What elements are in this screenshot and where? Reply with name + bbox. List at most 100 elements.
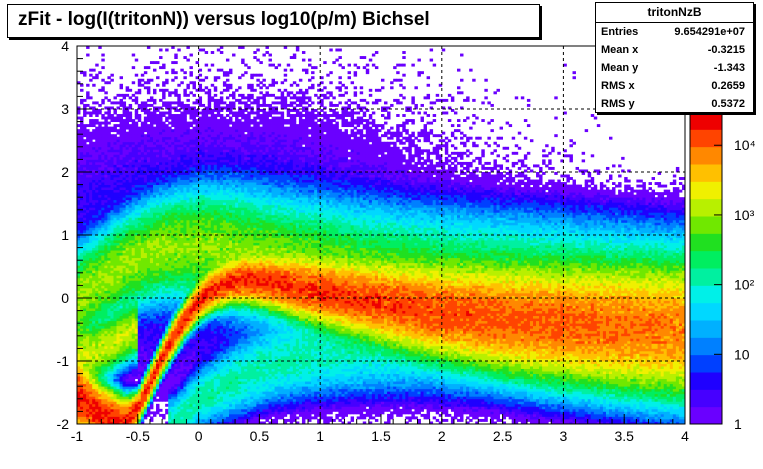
- heatmap-cell: [137, 403, 142, 407]
- heatmap-cell: [113, 217, 117, 221]
- heatmap-cell: [98, 320, 102, 324]
- heatmap-cell: [192, 184, 196, 188]
- heatmap-cell: [177, 247, 181, 251]
- heatmap-cell: [159, 129, 163, 133]
- heatmap-cell: [104, 383, 108, 387]
- heatmap-cell: [131, 146, 136, 150]
- heatmap-cell: [180, 285, 184, 289]
- heatmap-cell: [128, 119, 133, 122]
- heatmap-cell: [116, 207, 120, 211]
- heatmap-cell: [143, 237, 148, 241]
- heatmap-cell: [125, 303, 130, 306]
- heatmap-cell: [83, 350, 87, 354]
- heatmap-cell: [183, 202, 187, 206]
- heatmap-cell: [128, 267, 133, 271]
- heatmap-cell: [146, 88, 151, 92]
- heatmap-cell: [83, 154, 87, 158]
- heatmap-cell: [189, 421, 193, 425]
- heatmap-cell: [174, 217, 178, 221]
- heatmap-cell: [110, 252, 114, 256]
- heatmap-cell: [171, 257, 175, 261]
- heatmap-cell: [80, 295, 84, 299]
- heatmap-cell: [104, 240, 108, 243]
- heatmap-cell: [86, 398, 90, 402]
- heatmap-cell: [83, 318, 87, 322]
- heatmap-cell: [134, 121, 139, 125]
- heatmap-cell: [165, 81, 169, 85]
- heatmap-cell: [125, 353, 130, 357]
- heatmap-cell: [128, 252, 133, 256]
- heatmap-cell: [165, 421, 169, 425]
- heatmap-cell: [186, 313, 190, 317]
- heatmap-cell: [156, 161, 160, 165]
- heatmap-cell: [119, 224, 123, 228]
- heatmap-cell: [153, 68, 157, 72]
- heatmap-cell: [143, 381, 148, 385]
- heatmap-cell: [177, 298, 181, 301]
- heatmap-cell: [128, 209, 133, 213]
- heatmap-cell: [125, 308, 130, 311]
- heatmap-cell: [125, 161, 130, 165]
- heatmap-cell: [195, 403, 199, 407]
- heatmap-cell: [189, 320, 193, 324]
- heatmap-cell: [143, 338, 148, 342]
- heatmap-cell: [86, 189, 90, 193]
- heatmap-cell: [80, 328, 84, 332]
- heatmap-cell: [149, 121, 154, 125]
- heatmap-cell: [195, 345, 199, 349]
- heatmap-cell: [125, 265, 130, 269]
- heatmap-cell: [98, 262, 102, 266]
- heatmap-cell: [116, 401, 120, 405]
- heatmap-cell: [183, 179, 187, 183]
- heatmap-cell: [162, 172, 166, 175]
- heatmap-cell: [89, 154, 93, 158]
- heatmap-cell: [80, 313, 84, 317]
- heatmap-cell: [168, 129, 172, 133]
- heatmap-cell: [195, 335, 199, 339]
- heatmap-cell: [113, 245, 117, 248]
- heatmap-cell: [146, 232, 151, 236]
- heatmap-cell: [77, 416, 81, 420]
- heatmap-cell: [146, 174, 151, 178]
- heatmap-cell: [116, 229, 120, 233]
- heatmap-cell: [98, 338, 102, 342]
- heatmap-cell: [183, 169, 187, 173]
- heatmap-cell: [98, 159, 102, 163]
- heatmap-cell: [98, 146, 102, 150]
- heatmap-cell: [195, 413, 199, 417]
- heatmap-cell: [119, 381, 123, 385]
- heatmap-cell: [186, 235, 190, 238]
- heatmap-cell: [110, 378, 114, 382]
- heatmap-cell: [125, 363, 130, 367]
- heatmap-cell: [137, 371, 142, 374]
- heatmap-cell: [113, 154, 117, 158]
- heatmap-cell: [113, 313, 117, 317]
- heatmap-cell: [101, 403, 105, 407]
- heatmap-cell: [162, 204, 166, 208]
- heatmap-cell: [80, 156, 84, 160]
- heatmap-cell: [137, 247, 142, 251]
- heatmap-cell: [116, 280, 120, 284]
- heatmap-cell: [86, 197, 90, 201]
- heatmap-cell: [189, 315, 193, 319]
- heatmap-cell: [77, 313, 81, 317]
- heatmap-cell: [80, 222, 84, 226]
- heatmap-cell: [101, 305, 105, 309]
- heatmap-cell: [110, 177, 114, 180]
- heatmap-cell: [116, 350, 120, 354]
- heatmap-cell: [156, 270, 160, 274]
- heatmap-cell: [171, 131, 175, 135]
- heatmap-cell: [140, 353, 145, 357]
- heatmap-cell: [156, 235, 160, 238]
- heatmap-cell: [137, 119, 142, 122]
- heatmap-cell: [140, 219, 145, 223]
- heatmap-cell: [137, 418, 142, 422]
- heatmap-cell: [171, 340, 175, 344]
- heatmap-cell: [137, 361, 142, 364]
- heatmap-cell: [171, 275, 175, 279]
- heatmap-cell: [149, 166, 154, 170]
- heatmap-cell: [153, 214, 157, 218]
- heatmap-cell: [183, 323, 187, 327]
- heatmap-cell: [86, 298, 90, 301]
- heatmap-cell: [110, 242, 114, 246]
